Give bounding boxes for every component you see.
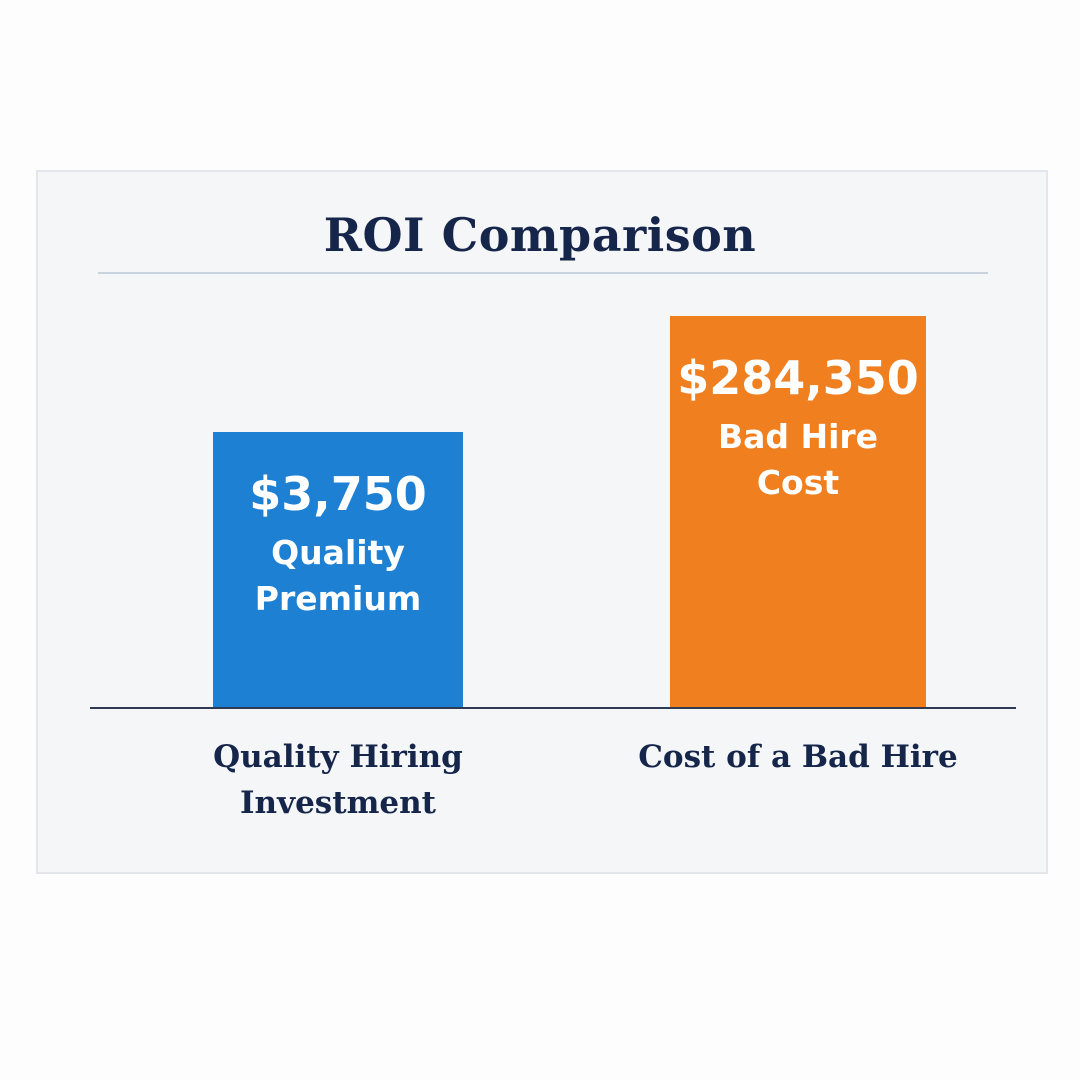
bar-inner-label-1-1: Quality <box>271 533 405 572</box>
bar-2 <box>670 316 926 708</box>
chart-title: ROI Comparison <box>323 208 757 262</box>
bar-1 <box>213 432 463 708</box>
bar-inner-label-1-2: Premium <box>255 579 421 618</box>
category-label-1-2: Investment <box>240 785 437 821</box>
bar-inner-label-2-1: Bad Hire <box>718 417 878 456</box>
bars-group: $3,750 Quality Premium $284,350 Bad Hire Cost <box>213 316 926 708</box>
category-label-1-1: Quality Hiring <box>213 739 463 775</box>
bar-value-label-2: $284,350 <box>677 351 919 405</box>
title-divider <box>98 272 988 274</box>
bar-value-label-1: $3,750 <box>249 467 427 521</box>
category-label-2-1: Cost of a Bad Hire <box>638 739 957 775</box>
category-labels: Quality Hiring Investment Cost of a Bad Hi… <box>213 739 958 821</box>
bar-inner-label-2-2: Cost <box>757 463 840 502</box>
